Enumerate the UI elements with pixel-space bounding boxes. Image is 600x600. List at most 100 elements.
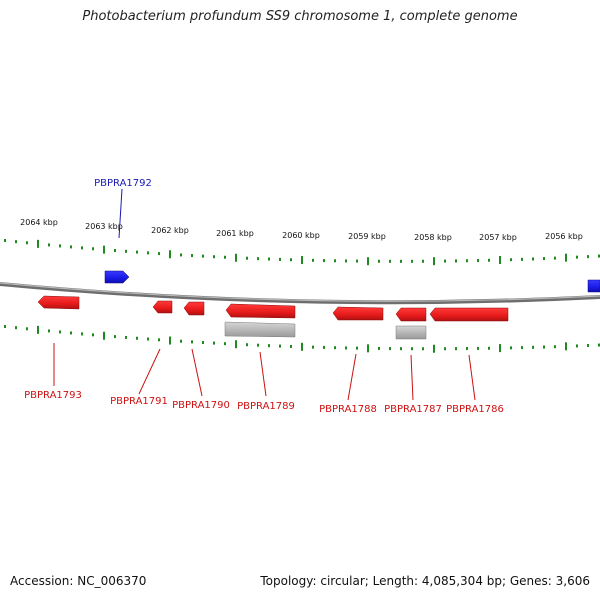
lower-track-minor-tick [15, 326, 17, 330]
lower-track-minor-tick [521, 346, 523, 350]
upper-track-minor-tick [246, 256, 248, 260]
lower-track-minor-tick [488, 346, 490, 350]
lower-track-minor-tick [4, 325, 6, 329]
lower-track-major-tick [367, 344, 369, 353]
lower-track-minor-tick [59, 330, 61, 334]
lower-track-minor-tick [125, 335, 127, 339]
lower-track-minor-tick [26, 327, 28, 331]
upper-track-major-tick [235, 253, 237, 262]
upper-track-minor-tick [444, 259, 446, 263]
chromosome-backbone [0, 282, 600, 305]
upper-track-minor-tick [345, 259, 347, 263]
lower-track-minor-tick [81, 332, 83, 336]
gene-arrow-pbpra1790[interactable] [183, 301, 205, 316]
gene-label-pbpra1792[interactable]: PBPRA1792 [94, 178, 152, 189]
gene-arrow-pbpra1787[interactable] [395, 307, 427, 322]
gene-label-pbpra1789[interactable]: PBPRA1789 [237, 401, 295, 412]
upper-track-minor-tick [15, 240, 17, 244]
gene-arrow-pbpra1793[interactable] [37, 295, 80, 310]
upper-track-minor-tick [48, 243, 50, 247]
upper-track-minor-tick [477, 259, 479, 263]
upper-track-minor-tick [543, 257, 545, 261]
lower-track-minor-tick [554, 345, 556, 349]
upper-track-minor-tick [532, 257, 534, 261]
upper-track-minor-tick [587, 255, 589, 259]
genome-stats-text: Topology: circular; Length: 4,085,304 bp… [260, 574, 590, 588]
scale-labels: 2064 kbp 2063 kbp 2062 kbp 2061 kbp 2060… [20, 218, 583, 242]
gene-arrow-pbpra1786[interactable] [429, 307, 509, 322]
gene-label-pbpra1788[interactable]: PBPRA1788 [319, 404, 377, 415]
lower-track-minor-tick [279, 344, 281, 348]
lower-track-major-tick [103, 331, 105, 340]
upper-track-minor-tick [356, 259, 358, 263]
leader-line-pbpra1786 [468, 354, 476, 401]
gene-arrow-pbpra1792[interactable] [104, 270, 130, 284]
gene-label-pbpra1787[interactable]: PBPRA1787 [384, 404, 442, 415]
lower-track-major-tick [169, 336, 171, 345]
lower-track-minor-tick [191, 340, 193, 344]
upper-track-minor-tick [279, 257, 281, 261]
upper-track-minor-tick [213, 255, 215, 259]
scale-label-2061: 2061 kbp [216, 229, 254, 238]
upper-track-minor-tick [400, 259, 402, 263]
upper-track-minor-tick [59, 244, 61, 248]
gene-label-pbpra1793[interactable]: PBPRA1793 [24, 390, 82, 401]
lower-track-minor-tick [180, 339, 182, 343]
gene-arrow-forward-edge[interactable] [587, 279, 600, 293]
scale-label-2058: 2058 kbp [414, 233, 452, 242]
gene-arrow-pbpra1791[interactable] [152, 300, 173, 314]
accession-text: Accession: NC_006370 [10, 574, 147, 588]
gene-arrow-pbpra1789[interactable] [225, 303, 296, 319]
lower-track-minor-tick [543, 345, 545, 349]
lower-track-minor-tick [444, 347, 446, 351]
label-leaders [53, 188, 476, 401]
upper-track-minor-tick [323, 259, 325, 263]
upper-track-major-tick [103, 245, 105, 254]
lower-track-minor-tick [246, 343, 248, 347]
upper-track-minor-tick [202, 254, 204, 258]
upper-track-minor-tick [70, 245, 72, 249]
gene-label-pbpra1790[interactable]: PBPRA1790 [172, 400, 230, 411]
upper-track-minor-tick [466, 259, 468, 263]
lower-track-minor-tick [114, 335, 116, 339]
leader-line-pbpra1791 [138, 348, 161, 395]
lower-track-minor-tick [92, 333, 94, 337]
secondary-features [224, 321, 427, 340]
lower-track-minor-tick [532, 345, 534, 349]
upper-track-minor-tick [26, 241, 28, 245]
forward-strand-genes [104, 270, 600, 293]
lower-track-minor-tick [598, 343, 600, 347]
lower-track-minor-tick [334, 346, 336, 350]
lower-track-major-tick [433, 344, 435, 353]
gene-arrow-pbpra1788[interactable] [332, 306, 384, 321]
lower-track-minor-tick [510, 346, 512, 350]
lower-track-minor-tick [224, 342, 226, 346]
gene-label-pbpra1791[interactable]: PBPRA1791 [110, 396, 168, 407]
secondary-feature-bar[interactable] [395, 325, 427, 340]
upper-track-minor-tick [268, 257, 270, 261]
upper-track-minor-tick [180, 253, 182, 257]
lower-track-major-tick [565, 342, 567, 351]
gene-label-pbpra1786[interactable]: PBPRA1786 [446, 404, 504, 415]
lower-track-major-tick [499, 344, 501, 353]
scale-label-2063: 2063 kbp [85, 222, 123, 231]
scale-label-2064: 2064 kbp [20, 218, 58, 227]
leader-line-pbpra1790 [191, 348, 203, 397]
lower-track-minor-tick [411, 347, 413, 351]
upper-track-minor-tick [598, 254, 600, 258]
lower-track-minor-tick [576, 344, 578, 348]
upper-tick-track [4, 239, 600, 266]
upper-track-minor-tick [125, 249, 127, 253]
leader-line-pbpra1789 [259, 351, 267, 397]
secondary-feature-bar[interactable] [224, 321, 296, 338]
upper-track-major-tick [301, 256, 303, 265]
lower-track-minor-tick [268, 344, 270, 348]
upper-track-minor-tick [576, 255, 578, 259]
lower-tick-track [4, 325, 600, 353]
reverse-strand-genes [37, 295, 509, 322]
lower-track-major-tick [37, 325, 39, 334]
lower-track-minor-tick [389, 347, 391, 351]
upper-track-minor-tick [114, 249, 116, 253]
lower-track-major-tick [235, 340, 237, 349]
